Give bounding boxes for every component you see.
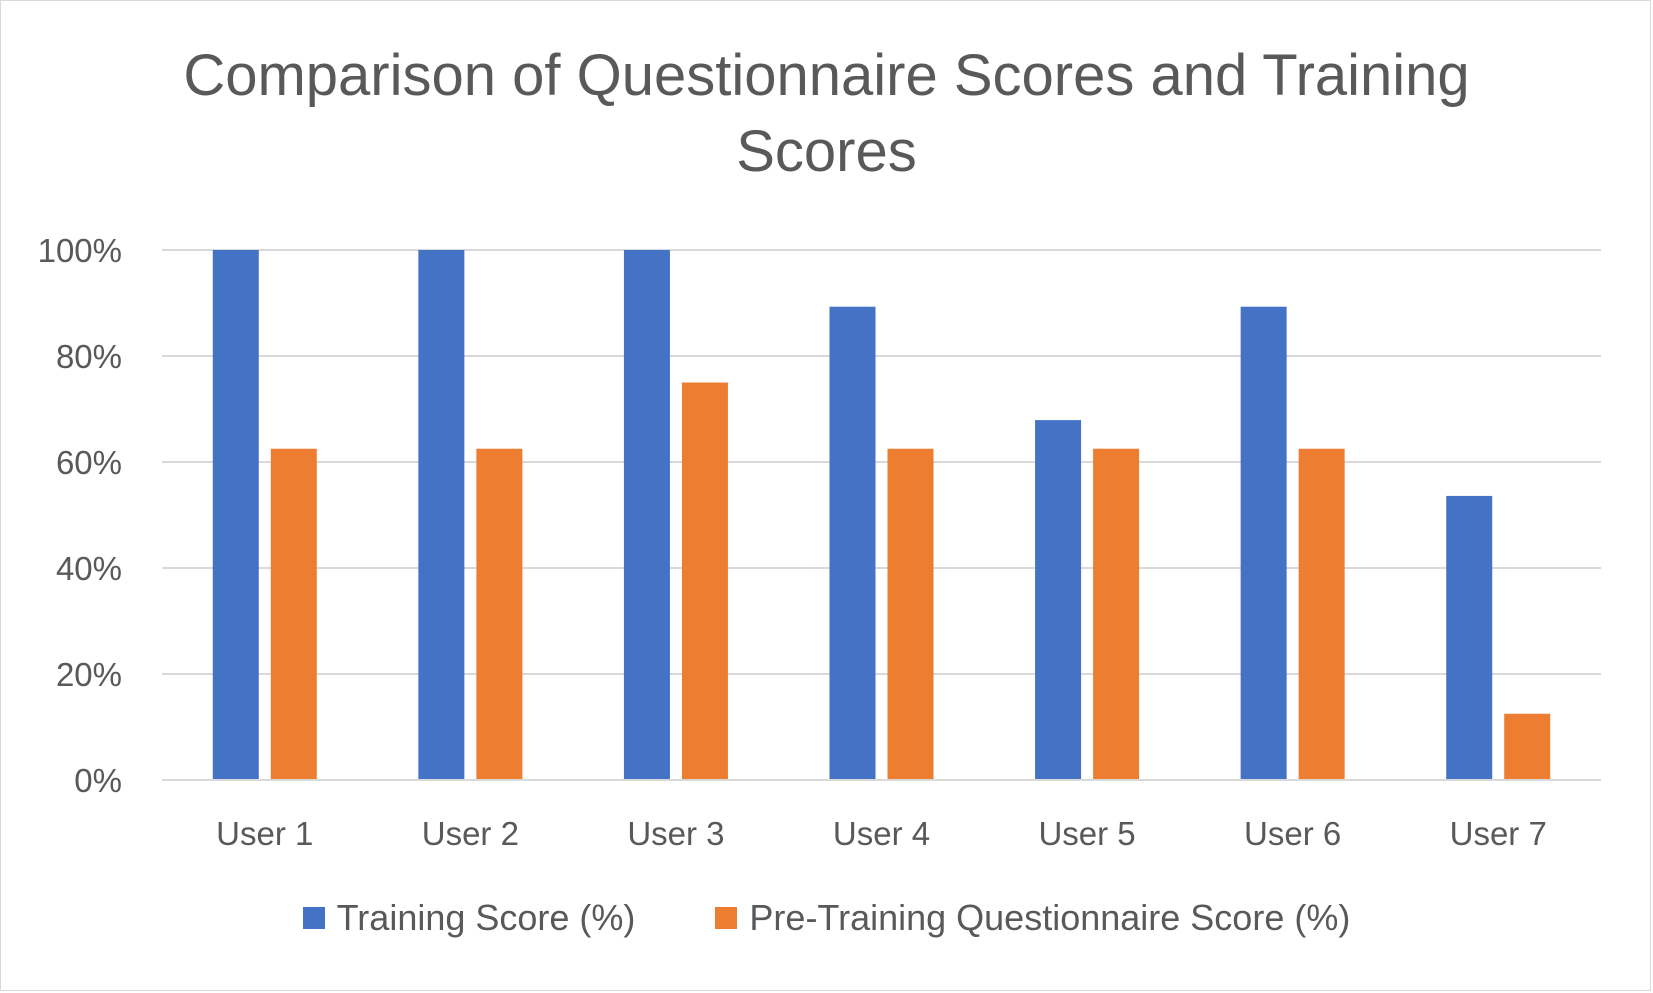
legend-swatch-training — [302, 907, 325, 929]
x-tick-label: User 2 — [422, 815, 519, 852]
x-tick-label: User 3 — [627, 815, 724, 852]
chart-title-line-1: Comparison of Questionnaire Scores and T… — [183, 43, 1470, 108]
legend-swatch-pre-training — [715, 907, 738, 929]
chart-title-line-2: Scores — [736, 119, 917, 184]
bar-training-7 — [1446, 495, 1493, 780]
bar-pre-training-1 — [270, 448, 317, 780]
y-tick-label: 20% — [56, 656, 122, 693]
x-tick-label: User 6 — [1244, 815, 1341, 852]
legend-item-pre-training: Pre-Training Questionnaire Score (%) — [715, 897, 1350, 939]
y-tick-label: 60% — [56, 444, 122, 481]
y-tick-label: 100% — [38, 232, 122, 269]
bar-training-4 — [829, 306, 876, 780]
x-tick-label: User 5 — [1038, 815, 1135, 852]
bar-pre-training-5 — [1093, 448, 1140, 780]
y-tick-label: 40% — [56, 550, 122, 587]
x-tick-label: User 7 — [1450, 815, 1547, 852]
bar-pre-training-2 — [476, 448, 523, 780]
x-tick-label: User 4 — [833, 815, 930, 852]
bar-training-5 — [1035, 420, 1082, 780]
y-tick-label: 0% — [74, 762, 122, 799]
bar-pre-training-7 — [1504, 713, 1551, 780]
bar-pre-training-3 — [681, 382, 728, 780]
legend-label-pre-training: Pre-Training Questionnaire Score (%) — [749, 897, 1351, 938]
legend-label-training: Training Score (%) — [336, 897, 636, 938]
bar-training-6 — [1240, 306, 1287, 780]
bar-pre-training-6 — [1298, 448, 1345, 780]
bar-pre-training-4 — [887, 448, 934, 780]
bar-training-3 — [623, 250, 670, 780]
chart-title: Comparison of Questionnaire Scores and T… — [0, 38, 1653, 190]
legend-item-training: Training Score (%) — [302, 897, 636, 939]
bar-training-2 — [418, 250, 465, 780]
bar-training-1 — [212, 250, 259, 780]
x-tick-label: User 1 — [216, 815, 313, 852]
chart-legend: Training Score (%) Pre-Training Question… — [0, 897, 1653, 939]
y-tick-label: 80% — [56, 338, 122, 375]
